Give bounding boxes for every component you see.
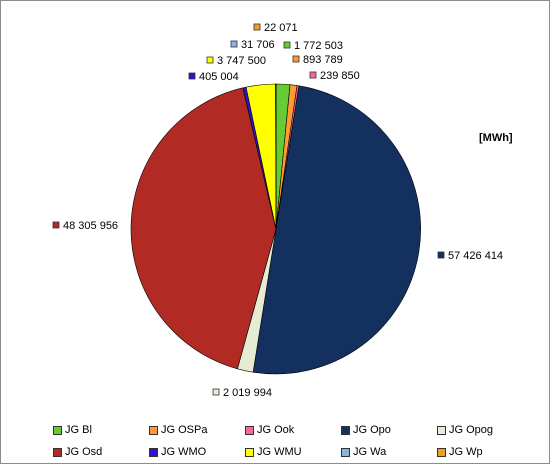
legend-swatch: [149, 425, 158, 435]
data-label-jg-ospa: 893 789: [303, 54, 343, 66]
data-label-swatch-jg-opo: [437, 251, 445, 259]
legend-swatch: [245, 425, 254, 435]
legend-item-jg-osd: JG Osd: [53, 446, 149, 458]
legend-item-jg-ook: JG Ook: [245, 424, 341, 436]
legend-label: JG OSPa: [161, 424, 208, 436]
legend-swatch: [245, 447, 254, 457]
legend-item-jg-opo: JG Opo: [341, 424, 437, 436]
legend-label: JG Opo: [353, 424, 391, 436]
data-label-jg-wmo: 405 004: [199, 71, 239, 83]
legend-item-jg-wmo: JG WMO: [149, 446, 245, 458]
legend-label: JG Wp: [449, 446, 483, 458]
legend: JG Bl JG OSPa JG Ook JG Opo JG Opog JG Osd JG…: [53, 419, 533, 463]
data-label-jg-ook: 239 850: [320, 70, 360, 82]
legend-item-jg-wa: JG Wa: [341, 446, 437, 458]
legend-item-jg-ospa: JG OSPa: [149, 424, 245, 436]
legend-label: JG Osd: [65, 446, 103, 458]
data-label-swatch-jg-wp: [253, 23, 261, 31]
slice-jg-opo: [252, 85, 421, 375]
legend-label: JG WMU: [257, 446, 302, 458]
data-label-swatch-jg-osd: [52, 221, 60, 229]
legend-swatch: [53, 447, 62, 457]
legend-swatch: [341, 447, 350, 457]
legend-item-jg-opog: JG Opog: [437, 424, 533, 436]
legend-swatch: [341, 425, 350, 435]
data-label-jg-osd: 48 305 956: [63, 220, 118, 232]
pie-slices: [130, 83, 421, 375]
data-label-swatch-jg-ospa: [292, 55, 300, 63]
data-label-jg-opo: 57 426 414: [448, 250, 503, 262]
data-label-swatch-jg-wmo: [188, 72, 196, 80]
data-label-jg-wp: 22 071: [264, 22, 298, 34]
legend-row: JG Osd JG WMO JG WMU JG Wa JG Wp: [53, 441, 533, 463]
legend-row: JG Bl JG OSPa JG Ook JG Opo JG Opog: [53, 419, 533, 441]
legend-item-jg-wmu: JG WMU: [245, 446, 341, 458]
data-label-jg-wmu: 3 747 500: [217, 55, 266, 67]
data-label-jg-bl: 1 772 503: [294, 40, 343, 52]
legend-swatch: [437, 425, 446, 435]
slice-jg-osd: [130, 87, 277, 370]
legend-item-jg-wp: JG Wp: [437, 446, 533, 458]
legend-label: JG Ook: [257, 424, 295, 436]
data-label-swatch-jg-wmu: [206, 56, 214, 64]
data-label-swatch-jg-wa: [230, 40, 238, 48]
legend-label: JG Opog: [449, 424, 494, 436]
data-labels: 1 772 503 893 789 239 850 57 426 414 2 019 9…: [52, 22, 503, 399]
data-label-swatch-jg-ook: [309, 71, 317, 79]
legend-label: JG Wa: [353, 446, 387, 458]
legend-item-jg-bl: JG Bl: [53, 424, 149, 436]
legend-label: JG WMO: [161, 446, 207, 458]
pie-chart: 1 772 503 893 789 239 850 57 426 414 2 019 9…: [52, 22, 513, 399]
legend-swatch: [437, 447, 446, 457]
data-label-jg-opog: 2 019 994: [223, 387, 272, 399]
unit-label: [MWh]: [479, 132, 513, 144]
legend-swatch: [149, 447, 158, 457]
data-label-jg-wa: 31 706: [241, 39, 275, 51]
legend-label: JG Bl: [65, 424, 92, 436]
data-label-swatch-jg-opog: [212, 388, 220, 396]
legend-swatch: [53, 425, 62, 435]
data-label-swatch-jg-bl: [283, 41, 291, 49]
